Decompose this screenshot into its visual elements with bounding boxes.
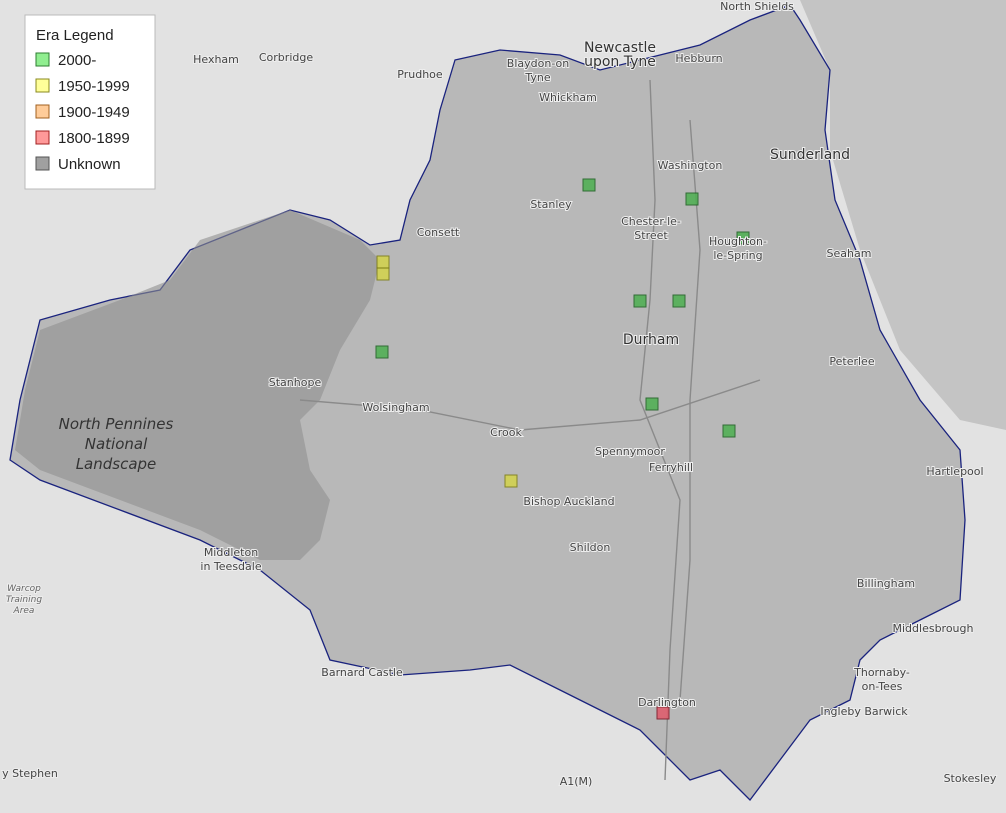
legend-label: 1800-1899 bbox=[58, 130, 130, 147]
place-label: Prudhoe bbox=[397, 68, 443, 81]
legend-label: 1900-1949 bbox=[58, 104, 130, 121]
legend-label: Unknown bbox=[58, 156, 121, 173]
place-label: Durham bbox=[623, 332, 679, 348]
place-label: y Stephen bbox=[2, 767, 58, 780]
marker-2000[interactable] bbox=[633, 294, 647, 308]
place-label: Washington bbox=[658, 159, 723, 172]
place-label: le-Spring bbox=[713, 249, 762, 262]
place-label: Darlington bbox=[638, 696, 696, 709]
place-label: Street bbox=[634, 229, 668, 242]
roads bbox=[299, 79, 761, 781]
place-label: Wolsingham bbox=[362, 401, 429, 414]
place-label: Houghton- bbox=[709, 235, 767, 248]
place-label: Newcastle bbox=[584, 40, 656, 56]
legend-swatch bbox=[35, 104, 50, 119]
legend-swatch bbox=[35, 78, 50, 93]
place-label: Barnard Castle bbox=[321, 666, 403, 679]
marker-1950[interactable] bbox=[504, 474, 518, 488]
place-label: Hebburn bbox=[675, 52, 722, 65]
place-label: Stanley bbox=[530, 198, 572, 211]
place-label: Corbridge bbox=[259, 51, 313, 64]
place-label: Crook bbox=[490, 426, 522, 439]
place-label: A1(M) bbox=[560, 775, 593, 788]
place-label: Area bbox=[13, 606, 35, 616]
marker-1950[interactable] bbox=[376, 267, 390, 281]
marker-2000[interactable] bbox=[582, 178, 596, 192]
place-label: Spennymoor bbox=[595, 445, 665, 458]
place-label: Bishop Auckland bbox=[523, 495, 614, 508]
marker-2000[interactable] bbox=[722, 424, 736, 438]
place-label: Stokesley bbox=[944, 772, 997, 785]
sea bbox=[800, 0, 1006, 430]
place-label: Hexham bbox=[193, 53, 239, 66]
place-label: Peterlee bbox=[829, 355, 874, 368]
place-label: Stanhope bbox=[269, 376, 322, 389]
place-label: Training bbox=[6, 595, 42, 605]
legend-title: Era Legend bbox=[36, 27, 114, 44]
place-label: Blaydon-on bbox=[507, 57, 569, 70]
place-label: Landscape bbox=[76, 455, 157, 473]
place-label: Tyne bbox=[524, 71, 550, 84]
marker-2000[interactable] bbox=[672, 294, 686, 308]
place-label: North Shields bbox=[720, 0, 794, 13]
place-label: North Pennines bbox=[59, 415, 174, 433]
legend: Era Legend 2000- 1950-1999 1900-1949 180… bbox=[24, 14, 156, 190]
markers bbox=[375, 178, 750, 720]
place-label: Shildon bbox=[570, 541, 611, 554]
place-label: Billingham bbox=[857, 577, 915, 590]
place-label: Middleton bbox=[204, 546, 258, 559]
place-label: Warcop bbox=[7, 584, 41, 594]
place-label: Hartlepool bbox=[926, 465, 983, 478]
legend-swatch bbox=[35, 130, 50, 145]
place-label: in Teesdale bbox=[200, 560, 261, 573]
marker-1950[interactable] bbox=[376, 255, 390, 269]
place-label: Whickham bbox=[539, 91, 597, 104]
place-label: Chester-le- bbox=[621, 215, 681, 228]
legend-label: 1950-1999 bbox=[58, 78, 130, 95]
place-label: Ferryhill bbox=[649, 461, 693, 474]
legend-label: 2000- bbox=[58, 52, 96, 69]
national-landscape bbox=[15, 210, 380, 560]
marker-2000[interactable] bbox=[685, 192, 699, 206]
place-label: upon Tyne bbox=[584, 54, 656, 70]
place-label: Consett bbox=[417, 226, 460, 239]
place-label: National bbox=[85, 435, 148, 453]
marker-2000[interactable] bbox=[645, 397, 659, 411]
marker-2000[interactable] bbox=[736, 231, 750, 245]
place-label: Sunderland bbox=[770, 147, 850, 163]
place-label: Middlesbrough bbox=[893, 622, 974, 635]
place-label: on-Tees bbox=[862, 680, 903, 693]
county-area bbox=[9, 4, 966, 801]
legend-swatch bbox=[35, 52, 50, 67]
place-label: Seaham bbox=[827, 247, 872, 260]
legend-swatch bbox=[35, 156, 50, 171]
place-label: Thornaby- bbox=[853, 666, 910, 679]
marker-2000[interactable] bbox=[375, 345, 389, 359]
place-label: Ingleby Barwick bbox=[820, 705, 908, 718]
marker-1800[interactable] bbox=[656, 706, 670, 720]
